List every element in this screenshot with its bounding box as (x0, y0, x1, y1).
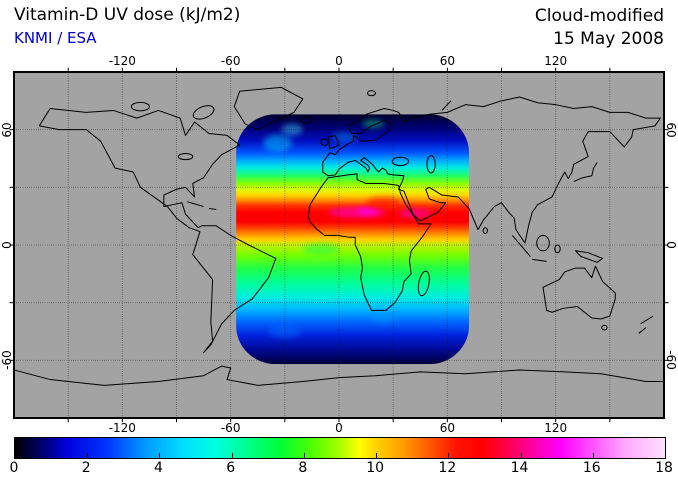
colorbar-tick (87, 453, 89, 458)
lon-tick-label: 0 (335, 54, 343, 68)
colorbar-tick-label: 0 (9, 460, 19, 476)
colorbar-tick-label: 12 (438, 460, 457, 476)
antarctica-coast (14, 366, 664, 385)
cloud-blob (281, 123, 303, 136)
lon-axis-bottom: -120 -60 0 60 120 (14, 421, 664, 435)
black-sea (392, 157, 408, 165)
ireland-coast (321, 139, 328, 146)
colorbar-tick (376, 453, 378, 458)
coastlines (14, 87, 664, 385)
sumatra-coast (512, 235, 530, 256)
uv-max-blob (357, 207, 379, 215)
baffin-island-coast (192, 103, 216, 122)
mode-label: Cloud-modified (534, 6, 664, 26)
africa-coast (308, 174, 431, 310)
great-lakes (178, 154, 192, 160)
uv-max-blob (398, 208, 432, 218)
colorbar-tick-label: 2 (81, 460, 91, 476)
colorbar-tick (15, 453, 16, 458)
sri-lanka-coast (483, 228, 487, 234)
cloud-blob (263, 134, 293, 152)
lon-tick-label: 60 (439, 54, 455, 68)
eurasia-coast (323, 97, 661, 243)
date-label: 15 May 2008 (553, 29, 664, 49)
lon-tick-label: -60 (220, 54, 241, 68)
colorbar-tick (231, 453, 233, 458)
colorbar-tick (448, 453, 450, 458)
colorbar-labels: 0 2 4 6 8 10 12 14 16 18 (10, 460, 673, 476)
tasmania-coast (602, 325, 607, 330)
cloud-blob (302, 243, 339, 255)
credit-label: KNMI / ESA (14, 29, 97, 47)
uv-dose-swath (236, 114, 469, 365)
new-guinea-coast (576, 251, 603, 263)
lon-tick-label: 60 (439, 421, 455, 435)
caribbean-coast (187, 202, 216, 210)
lon-tick-label: 0 (335, 421, 343, 435)
colorbar-tick-label: 8 (298, 460, 308, 476)
iceland-coast (301, 117, 312, 124)
novaya-zemlya-coast (442, 101, 451, 111)
lon-tick-label: 120 (544, 54, 568, 68)
colorbar-tick (159, 453, 161, 458)
page-title: Vitamin-D UV dose (kJ/m2) (14, 5, 241, 25)
lon-tick-label: 120 (544, 421, 568, 435)
lon-tick-label: -120 (108, 421, 136, 435)
borneo-coast (537, 235, 550, 250)
cloud-blob (371, 313, 397, 323)
madagascar-coast (416, 270, 431, 297)
britain-coast (328, 135, 339, 148)
colorbar-tick-label: 16 (582, 460, 601, 476)
cloud-blob (331, 131, 358, 144)
colorbar-tick-label: 6 (226, 460, 236, 476)
header-right: Cloud-modified 15 May 2008 (535, 5, 664, 51)
map-frame (14, 72, 664, 418)
colorbar-tick (520, 453, 522, 458)
colorbar-tick (665, 453, 666, 458)
greenland-coast (234, 87, 303, 129)
colorbar-tick-label: 4 (153, 460, 163, 476)
colorbar-tick-label: 18 (655, 460, 673, 476)
colorbar (14, 437, 666, 459)
lon-axis-top: -120 -60 0 60 120 (14, 54, 664, 68)
colorbar-tick-label: 10 (366, 460, 385, 476)
japan-coast (574, 162, 597, 181)
uv-red-blob (366, 196, 403, 209)
lon-tick-label: -120 (108, 54, 136, 68)
australia-coast (543, 266, 615, 319)
caspian-sea (427, 156, 435, 173)
graticule (14, 72, 664, 418)
cloud-blob (268, 324, 302, 339)
cloud-blob (362, 119, 385, 129)
new-zealand-coast (639, 316, 653, 333)
world-map (14, 72, 664, 418)
victoria-island-coast (131, 102, 149, 110)
americas-coast (39, 109, 276, 353)
map-svg (14, 72, 664, 418)
lon-tick-label: -60 (220, 421, 241, 435)
colorbar-tick (592, 453, 594, 458)
colorbar-tick-label: 14 (510, 460, 529, 476)
svalbard-coast (368, 91, 376, 96)
colorbar-tick (303, 453, 305, 458)
sulawesi-coast (555, 245, 560, 253)
java-coast (532, 259, 546, 261)
